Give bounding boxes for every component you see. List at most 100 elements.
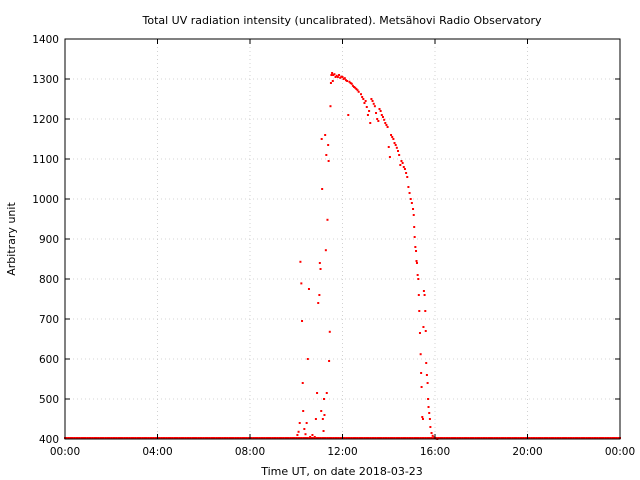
data-point bbox=[307, 288, 310, 290]
baseline-point bbox=[139, 437, 142, 439]
data-point bbox=[415, 250, 418, 252]
data-point bbox=[300, 282, 303, 285]
baseline-point bbox=[215, 437, 218, 439]
data-point bbox=[427, 398, 430, 400]
baseline-point bbox=[286, 437, 288, 439]
baseline-point bbox=[543, 437, 546, 439]
data-point bbox=[420, 386, 423, 388]
data-point bbox=[323, 414, 326, 416]
baseline-point bbox=[382, 437, 385, 439]
data-point bbox=[339, 76, 342, 79]
baseline-point bbox=[202, 437, 205, 439]
baseline-point bbox=[495, 437, 498, 439]
data-point bbox=[319, 268, 322, 270]
baseline-point bbox=[530, 437, 533, 439]
baseline-point bbox=[321, 437, 324, 439]
baseline-point bbox=[361, 437, 364, 439]
baseline-point bbox=[532, 437, 535, 439]
data-point bbox=[368, 110, 371, 112]
data-point bbox=[421, 416, 424, 418]
data-point bbox=[340, 75, 343, 78]
data-point bbox=[400, 160, 403, 162]
baseline-point bbox=[126, 437, 129, 439]
baseline-point bbox=[110, 437, 113, 439]
data-point bbox=[325, 392, 328, 394]
data-point bbox=[405, 172, 408, 174]
data-point bbox=[413, 236, 416, 238]
baseline-point bbox=[243, 437, 246, 439]
data-point bbox=[424, 330, 427, 332]
data-point bbox=[298, 422, 301, 424]
baseline-point bbox=[550, 437, 553, 439]
baseline-point bbox=[583, 437, 586, 439]
baseline-point bbox=[450, 437, 453, 439]
data-point bbox=[418, 310, 421, 312]
data-point bbox=[311, 434, 314, 436]
data-point bbox=[392, 138, 395, 140]
baseline-point bbox=[326, 437, 329, 439]
baseline-point bbox=[391, 437, 394, 439]
data-point bbox=[342, 78, 345, 80]
baseline-point bbox=[522, 437, 525, 439]
y-tick-label: 1400 bbox=[32, 34, 59, 46]
baseline-point bbox=[189, 437, 192, 439]
data-point bbox=[378, 108, 381, 110]
baseline-point bbox=[273, 437, 276, 439]
baseline-point bbox=[461, 437, 464, 439]
baseline-point bbox=[563, 437, 566, 439]
baseline-point bbox=[274, 437, 277, 439]
baseline-point bbox=[502, 437, 505, 439]
baseline-point bbox=[422, 437, 425, 439]
baseline-point bbox=[221, 437, 224, 439]
data-point bbox=[398, 154, 401, 156]
baseline-point bbox=[252, 437, 255, 439]
baseline-point bbox=[593, 437, 596, 439]
data-point bbox=[343, 77, 346, 80]
data-point bbox=[325, 154, 328, 156]
baseline-point bbox=[496, 437, 499, 439]
baseline-point bbox=[171, 437, 174, 439]
data-point bbox=[305, 422, 308, 424]
data-point bbox=[406, 176, 409, 178]
baseline-point bbox=[298, 437, 301, 439]
baseline-point bbox=[141, 437, 144, 439]
baseline-point bbox=[71, 437, 74, 439]
baseline-point bbox=[134, 437, 137, 439]
data-point bbox=[412, 214, 415, 216]
data-point bbox=[427, 406, 430, 408]
baseline-point bbox=[430, 437, 433, 439]
baseline-point bbox=[284, 437, 287, 439]
baseline-point bbox=[173, 437, 176, 439]
baseline-point bbox=[169, 437, 172, 439]
baseline-point bbox=[212, 437, 214, 439]
baseline-point bbox=[609, 437, 612, 439]
data-point bbox=[355, 88, 358, 90]
data-point bbox=[327, 144, 330, 146]
baseline-point bbox=[121, 437, 124, 439]
baseline-point bbox=[282, 437, 285, 439]
data-point bbox=[393, 142, 396, 144]
data-point bbox=[420, 372, 423, 374]
baseline-point bbox=[365, 437, 368, 439]
x-axis-label: Time UT, on date 2018-03-23 bbox=[260, 465, 423, 478]
baseline-point bbox=[528, 437, 531, 439]
baseline-point bbox=[598, 437, 601, 439]
data-point bbox=[377, 120, 380, 122]
baseline-point bbox=[369, 437, 372, 439]
data-point bbox=[401, 162, 404, 164]
baseline-point bbox=[230, 437, 233, 439]
data-point bbox=[321, 188, 324, 190]
baseline-point bbox=[404, 437, 407, 439]
y-tick-label: 1100 bbox=[32, 154, 59, 166]
baseline-point bbox=[295, 437, 298, 439]
baseline-point bbox=[67, 437, 70, 439]
data-point bbox=[318, 294, 321, 296]
baseline-point bbox=[97, 437, 100, 439]
baseline-point bbox=[280, 437, 283, 439]
baseline-point bbox=[557, 437, 560, 439]
data-point bbox=[390, 134, 393, 136]
data-point bbox=[301, 382, 304, 384]
data-point bbox=[386, 126, 389, 128]
baseline-point bbox=[559, 437, 562, 439]
